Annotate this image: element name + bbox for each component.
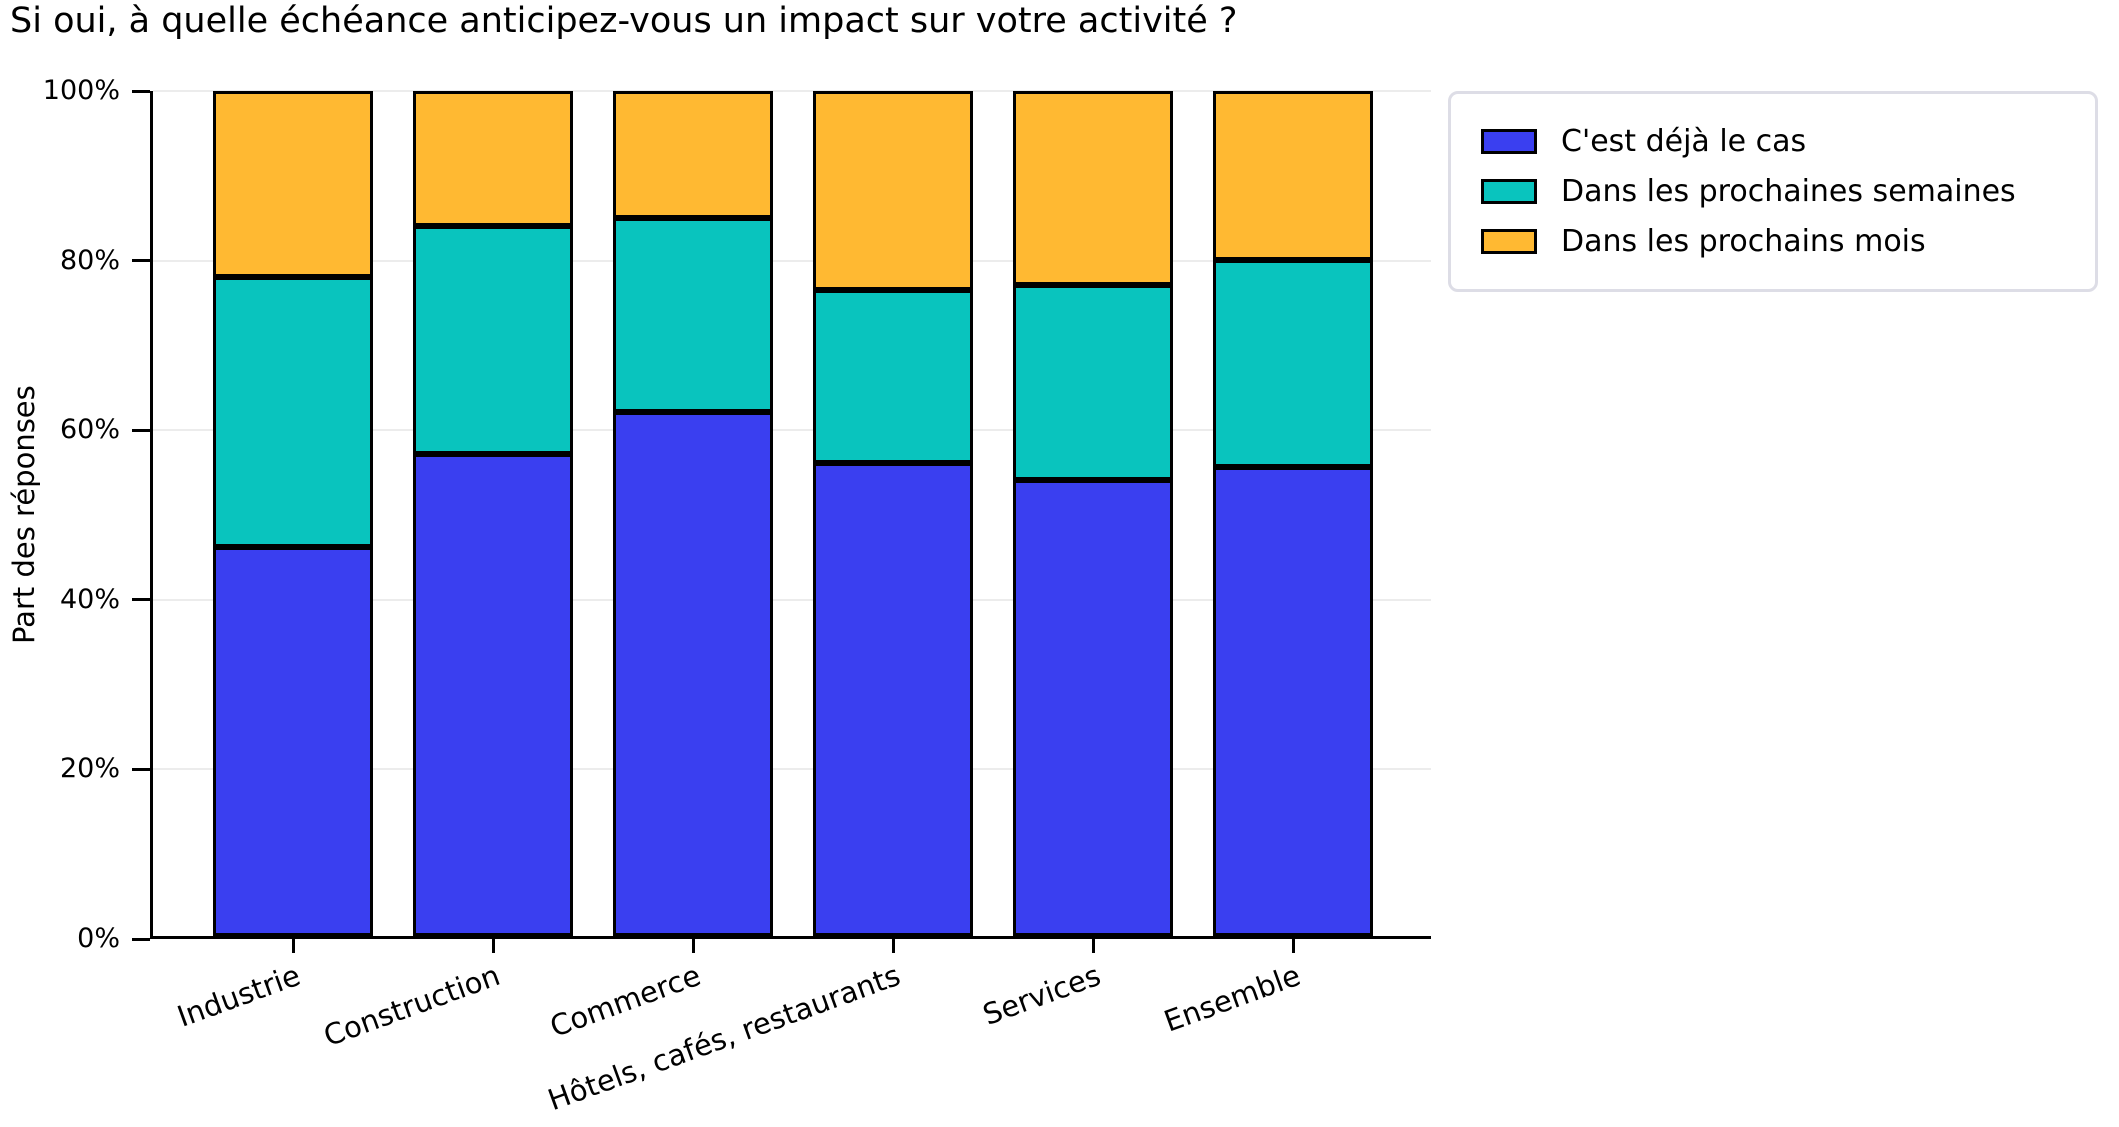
x-tick-construction xyxy=(491,939,495,953)
segment-dans-les-prochaines-semaines-services xyxy=(1013,285,1173,480)
y-tick-label-40: 40% xyxy=(59,583,120,615)
x-tick-label-services: Services xyxy=(978,958,1105,1032)
y-tick-80 xyxy=(132,259,150,263)
bar-hotels-cafes-restaurants xyxy=(813,91,973,936)
y-tick-40 xyxy=(132,598,150,602)
x-tick-commerce xyxy=(691,939,695,953)
y-tick-label-60: 60% xyxy=(59,414,120,446)
segment-dans-les-prochains-mois-construction xyxy=(413,91,573,227)
x-tick-ensemble xyxy=(1291,939,1295,953)
segment-dans-les-prochaines-semaines-ensemble xyxy=(1213,260,1373,468)
y-tick-100 xyxy=(132,89,150,93)
y-tick-0 xyxy=(132,937,150,941)
legend: C'est déjà le cas Dans les prochaines sem… xyxy=(1448,91,2098,292)
segment-dans-les-prochains-mois-commerce xyxy=(613,91,773,218)
legend-swatch-icon xyxy=(1481,179,1537,204)
legend-swatch-icon xyxy=(1481,129,1537,154)
segment-dans-les-prochaines-semaines-hotels-cafes-restaurants xyxy=(813,289,973,463)
segment-dans-les-prochaines-semaines-construction xyxy=(413,226,573,455)
legend-item-dans-les-prochains-mois: Dans les prochains mois xyxy=(1481,224,2065,259)
legend-label: C'est déjà le cas xyxy=(1561,124,1807,159)
x-tick-label-industrie: Industrie xyxy=(172,958,305,1034)
bar-commerce xyxy=(613,91,773,936)
segment-dans-les-prochains-mois-services xyxy=(1013,91,1173,286)
bar-industrie xyxy=(213,91,373,936)
segment-dans-les-prochains-mois-hotels-cafes-restaurants xyxy=(813,91,973,290)
segment-dans-les-prochaines-semaines-industrie xyxy=(213,276,373,548)
x-tick-services xyxy=(1091,939,1095,953)
chart-title: Si oui, à quelle échéance anticipez-vous… xyxy=(10,1,1238,41)
y-tick-60 xyxy=(132,428,150,432)
y-tick-label-0: 0% xyxy=(77,923,120,954)
legend-swatch-icon xyxy=(1481,229,1537,254)
segment-dans-les-prochains-mois-industrie xyxy=(213,91,373,277)
y-tick-20 xyxy=(132,767,150,771)
legend-label: Dans les prochaines semaines xyxy=(1561,174,2016,209)
gridline-100 xyxy=(153,90,1431,92)
segment-c-est-deja-le-cas-industrie xyxy=(213,547,373,936)
y-tick-label-100: 100% xyxy=(42,75,120,106)
y-axis-title: Part des réponses xyxy=(7,385,41,645)
y-tick-label-20: 20% xyxy=(59,753,120,785)
gridline-20 xyxy=(153,768,1431,771)
bar-ensemble xyxy=(1213,91,1373,936)
segment-c-est-deja-le-cas-commerce xyxy=(613,412,773,936)
bar-services xyxy=(1013,91,1173,936)
x-tick-label-hotels-cafes-restaurants: Hôtels, cafés, restaurants xyxy=(543,958,905,1118)
gridline-60 xyxy=(153,429,1431,432)
segment-dans-les-prochains-mois-ensemble xyxy=(1213,91,1373,261)
segment-dans-les-prochaines-semaines-commerce xyxy=(613,217,773,413)
segment-c-est-deja-le-cas-construction xyxy=(413,454,573,936)
segment-c-est-deja-le-cas-ensemble xyxy=(1213,467,1373,936)
segment-c-est-deja-le-cas-services xyxy=(1013,479,1173,936)
x-tick-industrie xyxy=(291,939,295,953)
bar-construction xyxy=(413,91,573,936)
legend-item-dans-les-prochaines-semaines: Dans les prochaines semaines xyxy=(1481,174,2065,209)
legend-label: Dans les prochains mois xyxy=(1561,224,1926,259)
x-tick-label-ensemble: Ensemble xyxy=(1159,958,1305,1039)
plot-area xyxy=(150,90,1431,939)
gridline-80 xyxy=(153,259,1431,262)
gridline-40 xyxy=(153,598,1431,601)
segment-c-est-deja-le-cas-hotels-cafes-restaurants xyxy=(813,462,973,936)
x-tick-hotels-cafes-restaurants xyxy=(891,939,895,953)
x-tick-label-construction: Construction xyxy=(319,958,505,1054)
x-tick-label-commerce: Commerce xyxy=(545,958,705,1044)
y-tick-label-80: 80% xyxy=(59,244,120,276)
legend-item-c-est-deja-le-cas: C'est déjà le cas xyxy=(1481,124,2065,159)
